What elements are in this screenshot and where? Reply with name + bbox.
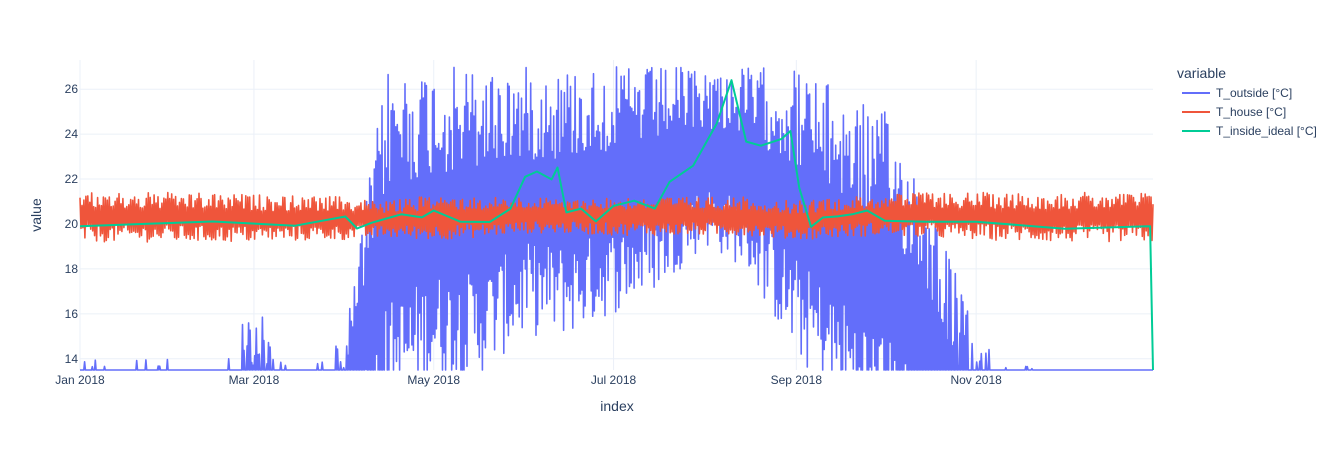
- y-tick-label: 14: [65, 352, 79, 366]
- y-tick-label: 16: [65, 307, 79, 321]
- y-tick-label: 24: [65, 127, 79, 141]
- legend-label: T_house [°C]: [1216, 105, 1286, 119]
- x-tick-label: Mar 2018: [229, 373, 280, 387]
- y-tick-label: 20: [65, 217, 79, 231]
- x-tick-labels: Jan 2018 Mar 2018 May 2018 Jul 2018 Sep 2018…: [55, 373, 1002, 387]
- x-tick-label: Jul 2018: [591, 373, 637, 387]
- x-tick-label: Nov 2018: [950, 373, 1002, 387]
- x-axis-label: index: [600, 398, 633, 414]
- legend: variable T_outside [°C] T_house [°C] T_ins…: [1177, 65, 1317, 138]
- y-axis-label: value: [28, 198, 44, 232]
- series-line-0: [80, 66, 1153, 371]
- y-tick-label: 26: [65, 82, 79, 96]
- legend-label: T_inside_ideal [°C]: [1216, 124, 1317, 138]
- y-tick-label: 18: [65, 262, 79, 276]
- y-tick-labels: 14 16 18 20 22 24 26: [65, 82, 79, 366]
- x-tick-label: May 2018: [407, 373, 460, 387]
- x-tick-label: Sep 2018: [771, 373, 823, 387]
- legend-title: variable: [1177, 65, 1226, 81]
- series-layer: [79, 66, 1154, 371]
- x-tick-label: Jan 2018: [55, 373, 105, 387]
- legend-label: T_outside [°C]: [1216, 86, 1292, 100]
- y-tick-label: 22: [65, 172, 79, 186]
- series-line-2: [79, 79, 1154, 371]
